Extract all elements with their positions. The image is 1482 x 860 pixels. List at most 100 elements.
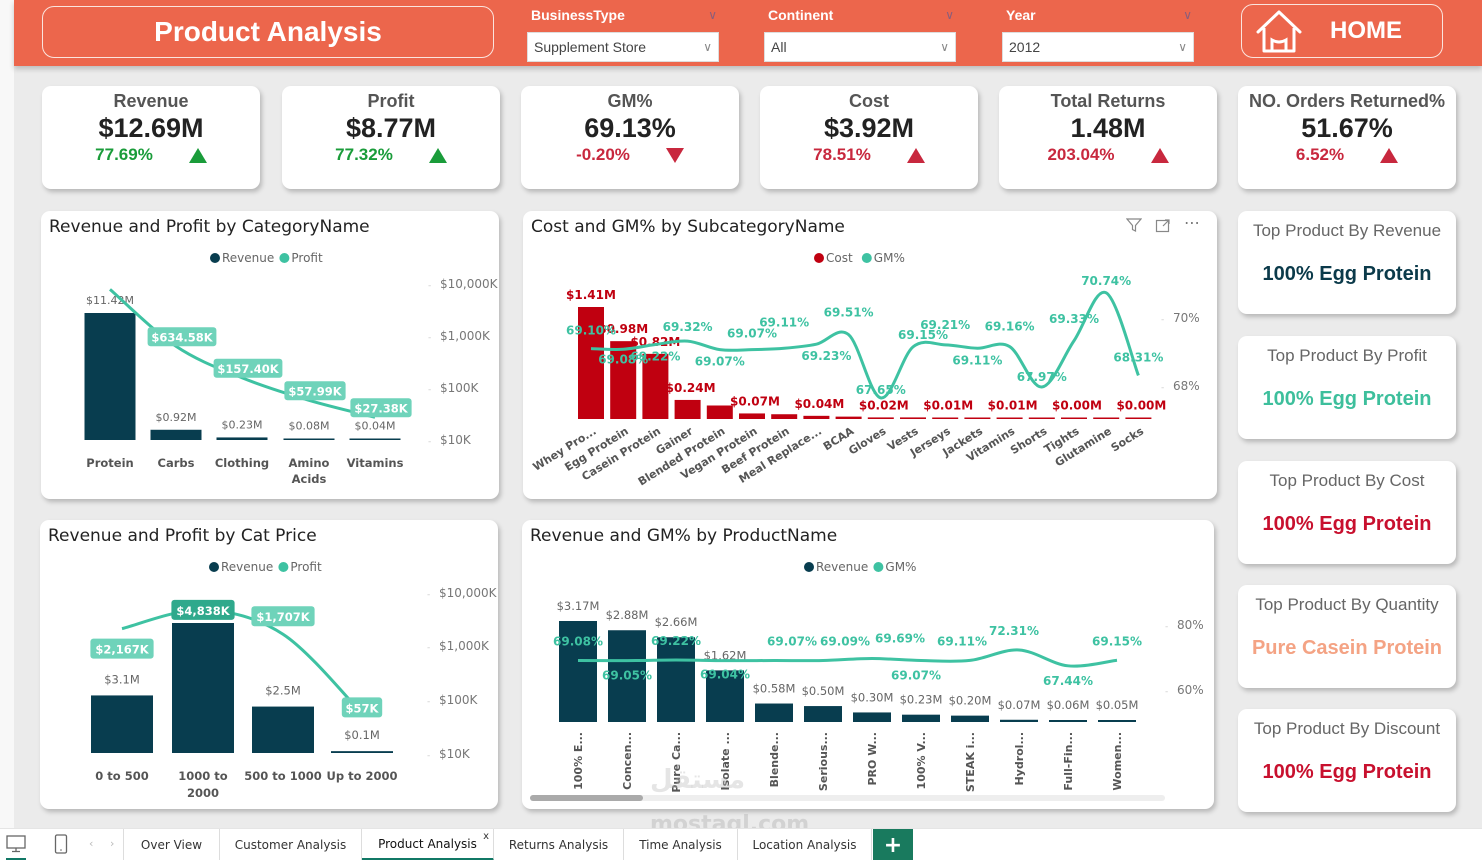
- gm-label: 69.05%: [602, 669, 652, 683]
- close-icon[interactable]: x: [483, 831, 489, 842]
- legend-label: Revenue: [221, 560, 273, 574]
- bar-label: $0.58M: [753, 682, 796, 696]
- profit-label-bg: [350, 398, 412, 418]
- bar-cost: [739, 413, 765, 419]
- axis-tick: -: [428, 437, 431, 447]
- bar-revenue: [706, 670, 744, 722]
- chevron-down-icon[interactable]: ∨: [708, 8, 717, 22]
- chart-revenue-gm-by-product[interactable]: Revenue and GM% by ProductName Revenue GM…: [522, 520, 1214, 809]
- scroll-right-icon[interactable]: ›: [110, 837, 115, 850]
- profit-label: $57.99K: [288, 384, 342, 398]
- chart-revenue-profit-by-cat-price[interactable]: Revenue and Profit by Cat Price Revenue P…: [40, 520, 498, 809]
- y2-tick-label: $100K: [439, 693, 479, 707]
- chart-svg: Revenue GM% $3.17M 100% E... $2.88M Concen...…: [530, 560, 1204, 801]
- profit-label-bg: [213, 358, 283, 378]
- top-product-value: Pure Casein Protein: [1251, 637, 1443, 659]
- gm-label: 69.07%: [891, 669, 941, 683]
- add-page-button[interactable]: +: [873, 829, 913, 860]
- x-tick-label: 0 to 500: [95, 769, 148, 783]
- desktop-view-icon[interactable]: [6, 835, 26, 857]
- left-strip: [0, 0, 14, 830]
- gm-label: 69.33%: [1049, 312, 1099, 326]
- gm-label: 69.10%: [566, 324, 616, 338]
- kpi-title: Profit: [367, 91, 415, 111]
- bar-revenue: [559, 621, 597, 722]
- x-tick-label: 1000 to: [178, 769, 228, 783]
- bar-label: $0.92M: [156, 411, 197, 424]
- slicer-dropdown[interactable]: Supplement Store ∨: [527, 32, 719, 62]
- bar-revenue: [1049, 720, 1087, 722]
- bar-label: $0.24M: [666, 381, 716, 395]
- profit-label: $27.38K: [354, 401, 408, 415]
- gm-label: 70.74%: [1081, 274, 1131, 288]
- scrollbar-thumb[interactable]: [530, 795, 643, 801]
- y2-tick-label: $10,000K: [440, 277, 499, 291]
- slicer-dropdown[interactable]: 2012 ∨: [1002, 32, 1194, 62]
- chart-revenue-profit-by-category[interactable]: Revenue and Profit by CategoryName Reven…: [41, 211, 499, 499]
- slicer-business-type[interactable]: BusinessType ∨ Supplement Store ∨: [527, 4, 719, 62]
- gm-label: 69.11%: [937, 634, 987, 648]
- kpi-value: 69.13%: [584, 113, 676, 143]
- bar-revenue: [150, 429, 202, 440]
- axis-tick: -: [1161, 315, 1164, 325]
- kpi-change: 77.32%: [335, 145, 393, 164]
- tab-returns-analysis[interactable]: Returns Analysis: [494, 829, 624, 860]
- kpi-title: GM%: [607, 91, 653, 111]
- tab-location-analysis[interactable]: Location Analysis: [738, 829, 872, 860]
- tab-label: Time Analysis: [639, 838, 722, 852]
- top-product-title: Top Product By Quantity: [1255, 595, 1439, 614]
- kpi-value: $8.77M: [345, 113, 437, 143]
- scroll-left-icon[interactable]: ‹: [89, 837, 94, 850]
- y2-tick-label: $1,000K: [440, 329, 491, 343]
- bar-label: $0.30M: [851, 690, 894, 704]
- x-tick-label: Up to 2000: [327, 769, 398, 783]
- y2-tick-label: 70%: [1173, 311, 1200, 325]
- bar-revenue: [84, 313, 136, 440]
- axis-tick: -: [1165, 687, 1168, 697]
- legend-marker-revenue: [804, 562, 814, 572]
- gm-label: 69.07%: [695, 355, 745, 369]
- gm-label: 69.08%: [553, 634, 603, 648]
- slicer-dropdown[interactable]: All ∨: [764, 32, 956, 62]
- chart-cost-gm-by-subcategory[interactable]: Cost and GM% by SubcategoryName Cost GM% $…: [523, 211, 1217, 499]
- slicer-continent[interactable]: Continent ∨ All ∨: [764, 4, 956, 62]
- y2-tick-label: $100K: [440, 381, 480, 395]
- slicer-value: Supplement Store: [534, 39, 647, 55]
- legend-label: Revenue: [816, 560, 868, 574]
- bar-cost: [835, 416, 862, 419]
- bar-label: $0.23M: [900, 693, 943, 707]
- gm-label: 69.04%: [700, 668, 750, 682]
- chevron-down-icon: ∨: [1178, 40, 1187, 54]
- kpi-card-no-orders-returned: NO. Orders Returned% 51.67% 6.52%: [1238, 86, 1456, 189]
- kpi-change-row: 203.04%: [999, 145, 1217, 165]
- chevron-down-icon[interactable]: ∨: [1183, 8, 1192, 22]
- more-options-icon[interactable]: ⋯: [1184, 213, 1200, 232]
- x-tick-label: Gloves: [846, 424, 888, 457]
- bar-label: $1.62M: [704, 648, 747, 662]
- x-tick-label: Socks: [1109, 424, 1147, 454]
- bar-revenue: [1000, 719, 1038, 722]
- tab-over-view[interactable]: Over View: [123, 829, 220, 860]
- page-tab-bar: ‹ › Over View Customer Analysis Product An…: [0, 828, 1482, 860]
- slicer-year[interactable]: Year ∨ 2012 ∨: [1002, 4, 1194, 62]
- bar-label: $3.1M: [104, 672, 140, 686]
- mobile-view-icon[interactable]: [54, 834, 68, 858]
- bar-label: $0.05M: [1096, 698, 1139, 712]
- gm-label: 69.23%: [801, 349, 851, 363]
- chevron-down-icon[interactable]: ∨: [945, 8, 954, 22]
- home-icon: [1256, 10, 1302, 53]
- tab-product-analysis[interactable]: Product Analysis x: [362, 829, 494, 860]
- x-tick-label: 500 to 1000: [244, 769, 321, 783]
- tab-time-analysis[interactable]: Time Analysis: [624, 829, 738, 860]
- triangle-up-icon: [428, 147, 447, 163]
- legend-marker-revenue: [209, 562, 219, 572]
- profit-label-bg: [171, 599, 235, 620]
- home-button[interactable]: HOME: [1241, 4, 1443, 58]
- x-tick-label: Protein: [86, 456, 133, 470]
- legend-marker-gm: [861, 253, 872, 263]
- gm-label: 69.15%: [1092, 634, 1142, 648]
- x-tick-label: Isolate ...: [719, 732, 732, 790]
- x-tick-label: Shorts: [1008, 424, 1050, 457]
- tab-customer-analysis[interactable]: Customer Analysis: [220, 829, 362, 860]
- gm-label: 69.15%: [898, 328, 948, 342]
